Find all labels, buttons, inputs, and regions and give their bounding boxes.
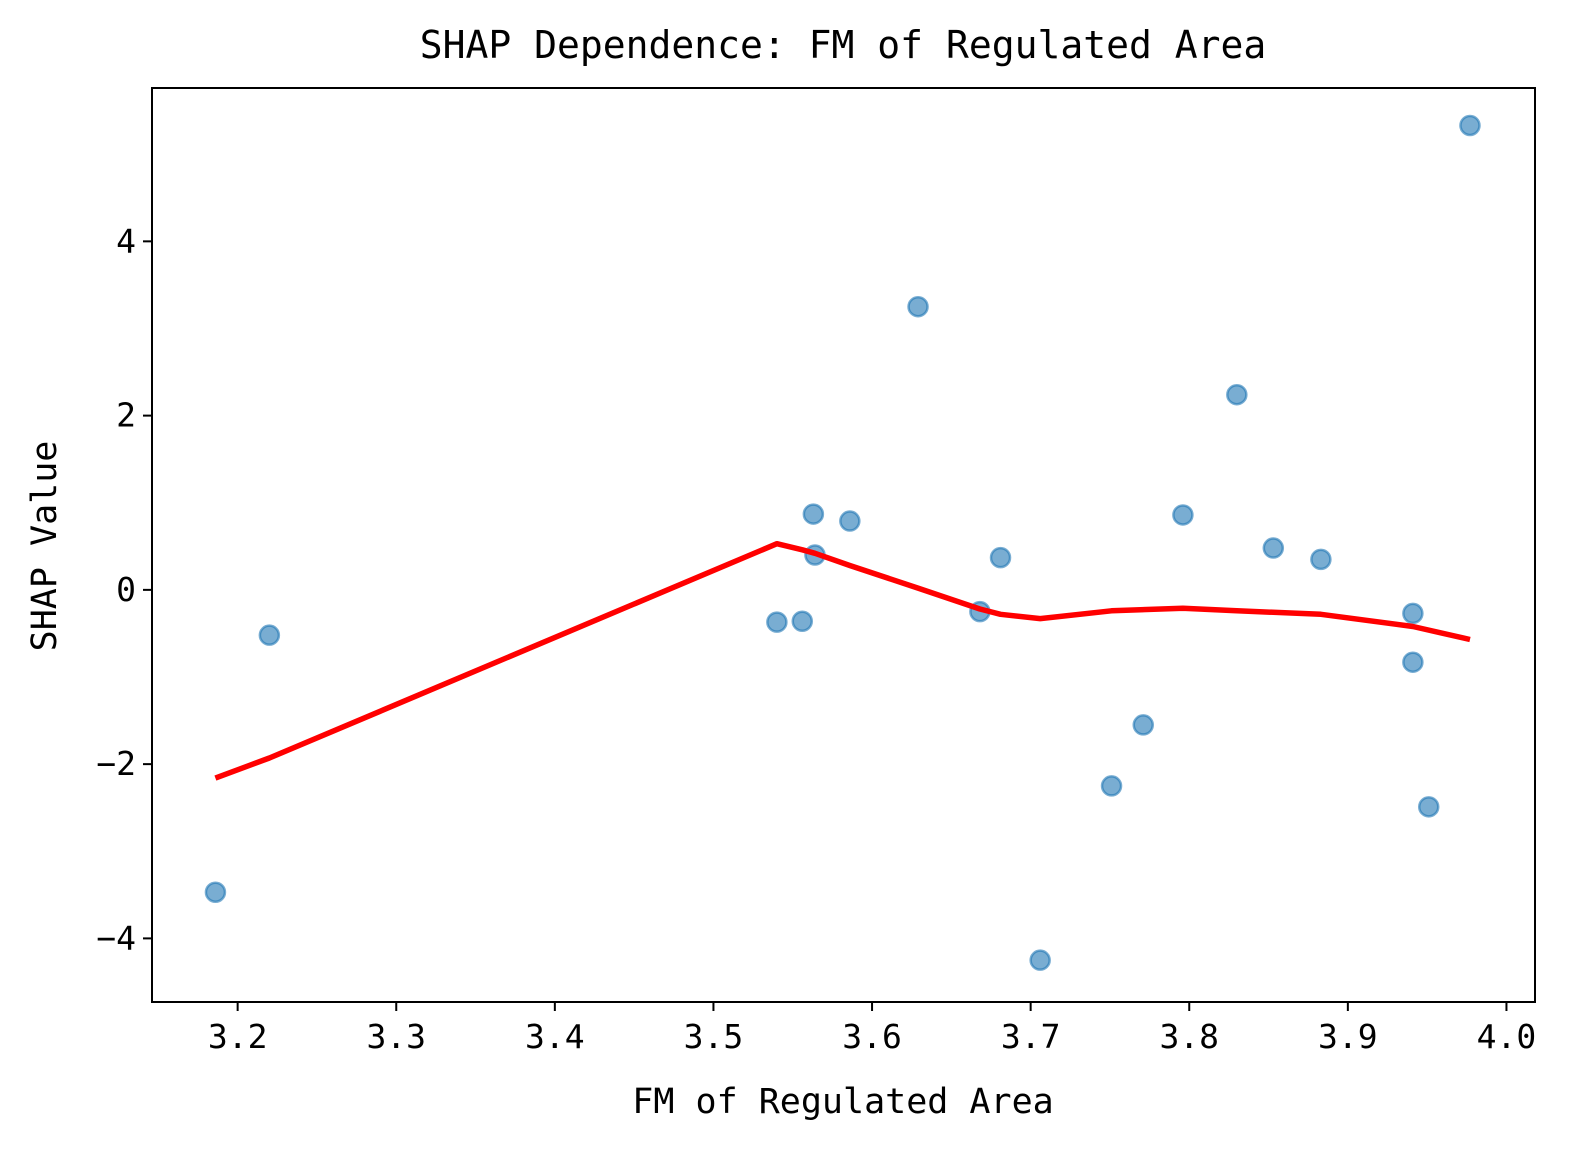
scatter-point <box>839 510 861 532</box>
plot-area: 3.2 3.3 3.4 3.5 3.6 3.7 3.8 3.9 4.0 −4 −2 0 2 4 <box>96 87 1537 1056</box>
chart-title: SHAP Dependence: FM of Regulated Area <box>420 23 1266 67</box>
scatter-point <box>1417 796 1440 818</box>
x-tick-label: 3.5 <box>684 1017 744 1056</box>
scatter-point <box>1132 714 1155 736</box>
scatter-point <box>1029 949 1051 971</box>
y-axis-label: SHAP Value <box>25 441 65 652</box>
scatter-point <box>1262 537 1285 559</box>
x-tick-label: 3.3 <box>366 1017 426 1056</box>
scatter-point <box>1100 775 1123 797</box>
x-tick-label: 3.6 <box>842 1017 902 1056</box>
scatter-point <box>1402 651 1424 673</box>
y-tick-label: 2 <box>116 396 136 435</box>
scatter-point <box>204 881 227 903</box>
x-tick-label: 4.0 <box>1477 1017 1537 1056</box>
y-tick-label: −4 <box>96 918 136 957</box>
x-axis-label: FM of Regulated Area <box>632 1082 1053 1122</box>
scatter-point <box>907 295 929 318</box>
x-tick-label: 3.9 <box>1318 1017 1378 1056</box>
x-tick-label: 3.7 <box>1001 1017 1061 1056</box>
scatter-point <box>1459 114 1481 137</box>
scatter-point <box>802 503 825 525</box>
scatter-point <box>766 611 788 633</box>
scatter-point <box>1172 504 1194 526</box>
scatter-point <box>1226 383 1248 406</box>
plot-frame <box>151 87 1536 1003</box>
scatter-point <box>258 624 281 646</box>
y-tick-label: −2 <box>96 744 136 783</box>
x-tick-label: 3.8 <box>1159 1017 1219 1056</box>
trend-line <box>214 540 1471 781</box>
scatter-point <box>1402 602 1424 625</box>
x-tick-label: 3.2 <box>208 1017 268 1056</box>
scatter-point <box>1310 548 1332 571</box>
scatter-point <box>989 546 1012 569</box>
y-tick-label: 0 <box>116 570 136 609</box>
y-tick-label: 4 <box>116 221 136 260</box>
x-tick-label: 3.4 <box>525 1017 585 1056</box>
scatter-point <box>791 610 814 632</box>
